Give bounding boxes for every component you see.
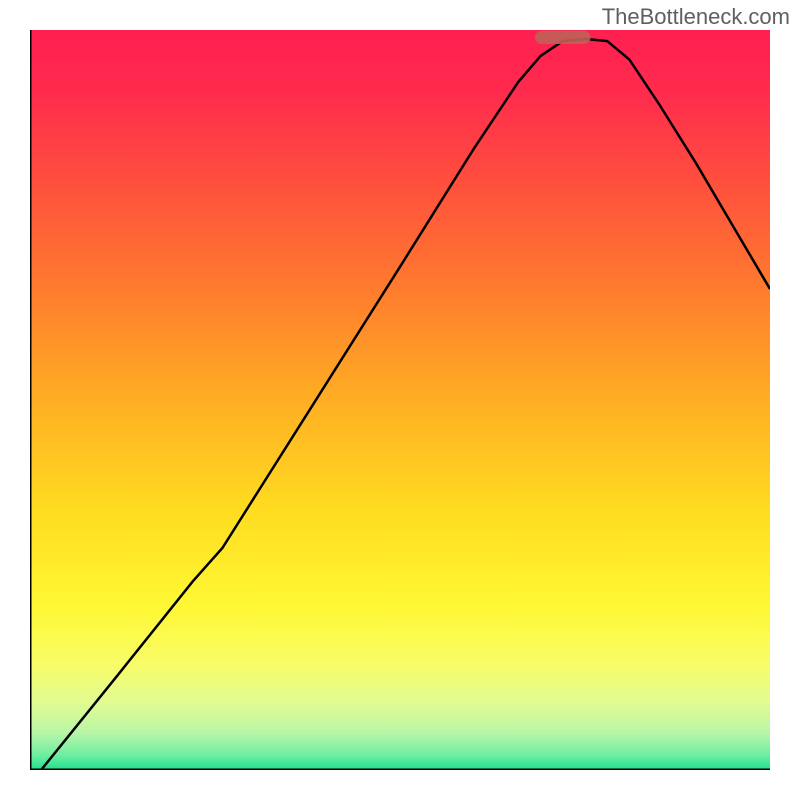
optimal-marker bbox=[535, 31, 591, 44]
chart-canvas bbox=[30, 30, 770, 770]
gradient-background bbox=[30, 30, 770, 770]
watermark-text: TheBottleneck.com bbox=[602, 4, 790, 30]
